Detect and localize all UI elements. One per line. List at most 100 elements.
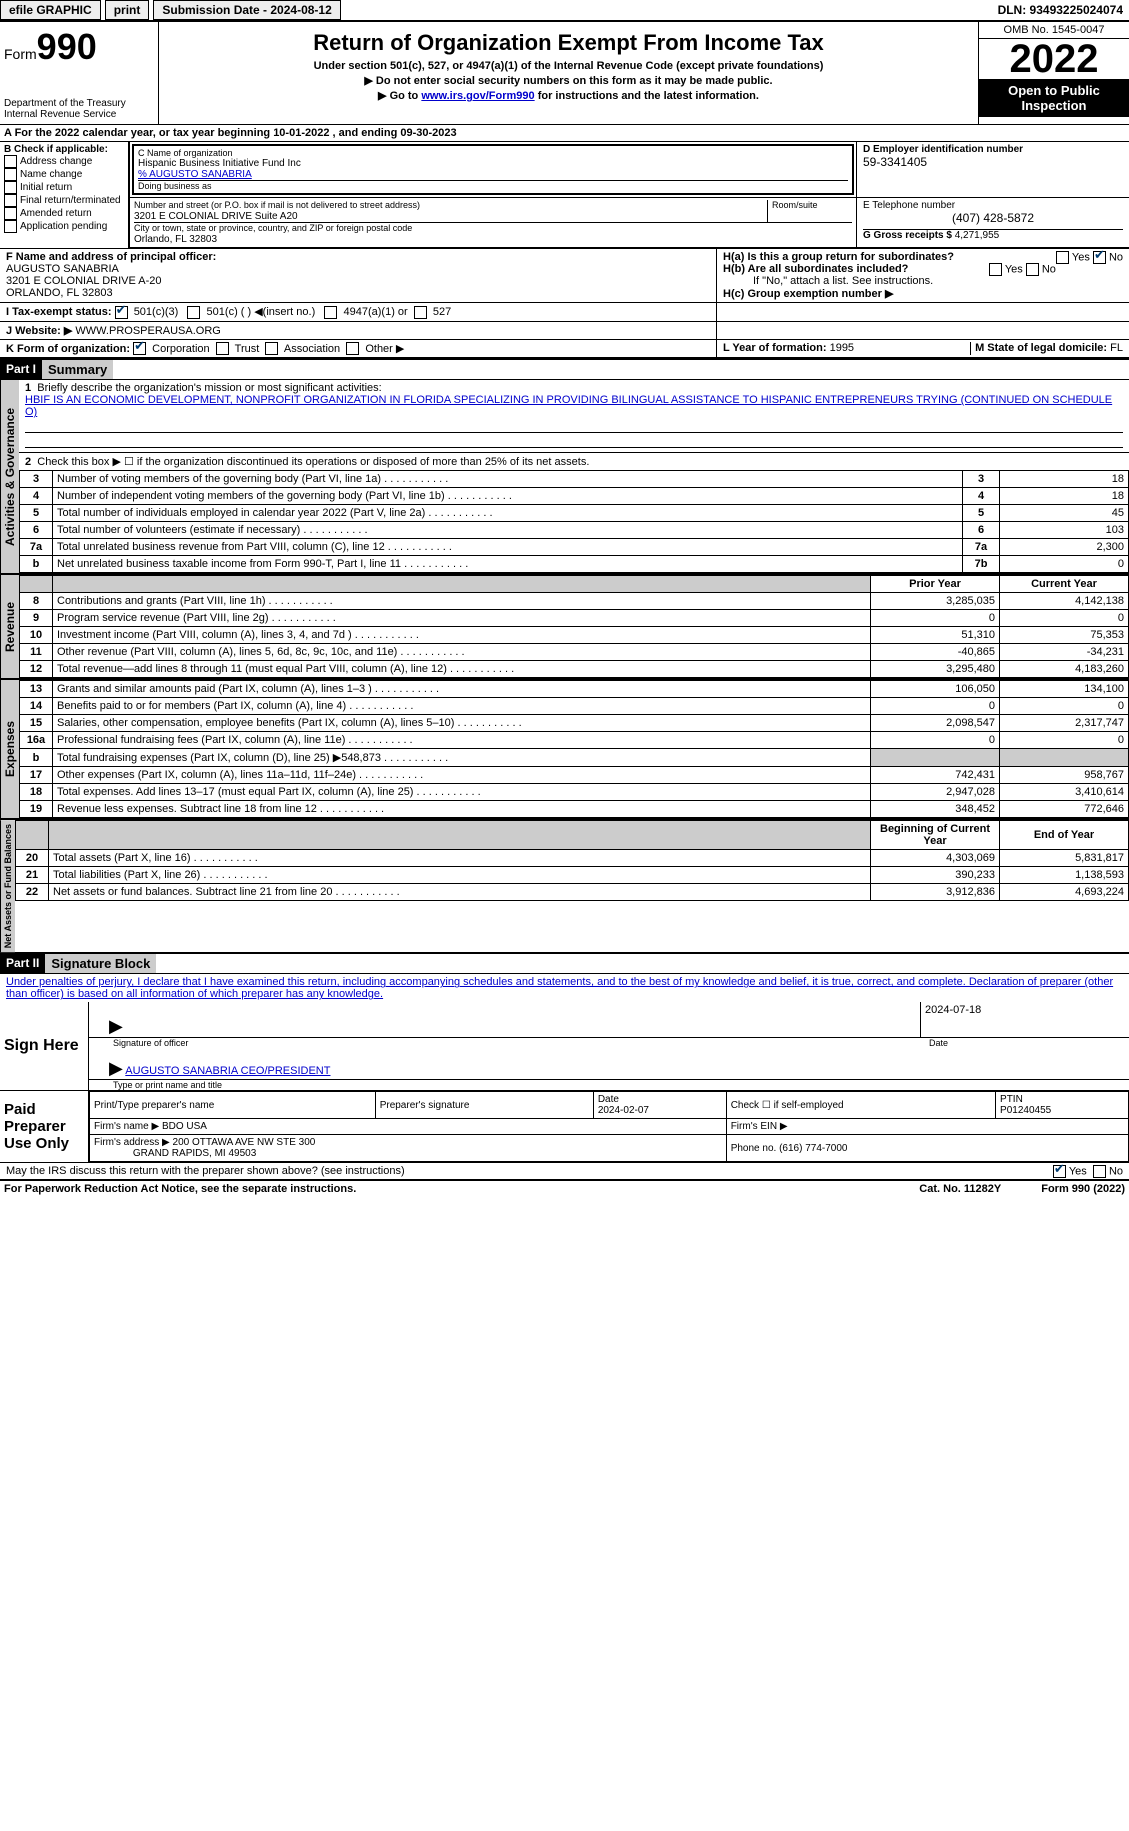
form-label: Form bbox=[4, 46, 37, 62]
expenses-table: 13Grants and similar amounts paid (Part … bbox=[19, 680, 1129, 818]
city-state-zip: Orlando, FL 32803 bbox=[134, 234, 217, 245]
checkbox-501c3[interactable] bbox=[115, 306, 128, 319]
ein-value: 59-3341405 bbox=[863, 155, 1123, 169]
yes-label: Yes bbox=[1072, 251, 1090, 263]
dept-label: Department of the Treasury Internal Reve… bbox=[4, 98, 154, 120]
box-b-item: Amended return bbox=[20, 208, 92, 219]
no-label: No bbox=[1042, 263, 1056, 275]
box-b-item: Address change bbox=[20, 156, 92, 167]
prep-date-label: Date bbox=[598, 1094, 619, 1105]
netassets-table: Beginning of Current YearEnd of Year20To… bbox=[15, 820, 1129, 901]
line-j-label: J Website: ▶ bbox=[6, 325, 72, 337]
prep-name-label: Print/Type preparer's name bbox=[90, 1092, 376, 1119]
opt-assoc: Association bbox=[284, 343, 340, 355]
checkbox-501c[interactable] bbox=[187, 306, 200, 319]
phone-label: Phone no. bbox=[731, 1143, 777, 1154]
l2-text: Check this box ▶ ☐ if the organization d… bbox=[37, 456, 589, 468]
checkbox-app-pending[interactable] bbox=[4, 220, 17, 233]
checkbox-amended-return[interactable] bbox=[4, 207, 17, 220]
opt-4947: 4947(a)(1) or bbox=[344, 306, 408, 318]
checkbox-trust[interactable] bbox=[216, 342, 229, 355]
line-m-label: M State of legal domicile: bbox=[975, 342, 1107, 354]
vert-netassets: Net Assets or Fund Balances bbox=[0, 820, 15, 952]
efile-button[interactable]: efile GRAPHIC bbox=[0, 0, 101, 20]
year-formation: 1995 bbox=[830, 342, 854, 354]
checkbox-final-return[interactable] bbox=[4, 194, 17, 207]
subtitle-3-post: for instructions and the latest informat… bbox=[535, 90, 759, 102]
no-label: No bbox=[1109, 251, 1123, 263]
part2-title: Signature Block bbox=[45, 954, 156, 973]
vert-expenses: Expenses bbox=[0, 680, 19, 818]
opt-trust: Trust bbox=[235, 343, 260, 355]
topbar: efile GRAPHIC print Submission Date - 20… bbox=[0, 0, 1129, 22]
box-b-item: Final return/terminated bbox=[20, 195, 121, 206]
addr-label: Number and street (or P.O. box if mail i… bbox=[134, 200, 420, 210]
pra-notice: For Paperwork Reduction Act Notice, see … bbox=[4, 1183, 356, 1195]
room-label: Room/suite bbox=[767, 200, 852, 222]
checkbox-corp[interactable] bbox=[133, 342, 146, 355]
form-ref: Form 990 (2022) bbox=[1041, 1183, 1125, 1195]
firm-address: 200 OTTAWA AVE NW STE 300 bbox=[173, 1137, 316, 1148]
part1-header: Part I bbox=[0, 360, 42, 379]
phone-label: E Telephone number bbox=[863, 200, 1123, 211]
opt-501c: 501(c) ( ) ◀(insert no.) bbox=[207, 306, 316, 318]
opt-527: 527 bbox=[433, 306, 451, 318]
hc-label: H(c) Group exemption number ▶ bbox=[723, 288, 893, 300]
subtitle-1: Under section 501(c), 527, or 4947(a)(1)… bbox=[163, 60, 974, 72]
firm-phone: (616) 774-7000 bbox=[779, 1143, 847, 1154]
checkbox-assoc[interactable] bbox=[265, 342, 278, 355]
form-title: Return of Organization Exempt From Incom… bbox=[163, 30, 974, 56]
checkbox-other[interactable] bbox=[346, 342, 359, 355]
dln: DLN: 93493225024074 bbox=[998, 3, 1129, 17]
no-label: No bbox=[1109, 1166, 1123, 1178]
revenue-table: Prior YearCurrent Year8Contributions and… bbox=[19, 575, 1129, 678]
box-b-header: B Check if applicable: bbox=[4, 144, 124, 155]
checkbox-discuss-no[interactable] bbox=[1093, 1165, 1106, 1178]
checkbox-initial-return[interactable] bbox=[4, 181, 17, 194]
line-i-label: I Tax-exempt status: bbox=[6, 306, 112, 318]
l1-label: Briefly describe the organization's miss… bbox=[37, 382, 381, 394]
gross-receipts-value: 4,271,955 bbox=[955, 230, 1000, 241]
print-button[interactable]: print bbox=[105, 0, 150, 20]
officer-name: AUGUSTO SANABRIA bbox=[6, 263, 119, 275]
vert-governance: Activities & Governance bbox=[0, 380, 19, 573]
line-l-label: L Year of formation: bbox=[723, 342, 827, 354]
officer-name-label: Type or print name and title bbox=[89, 1080, 1129, 1090]
sign-here-label: Sign Here bbox=[0, 1002, 89, 1090]
subtitle-3-pre: ▶ Go to bbox=[378, 90, 421, 102]
name-label: C Name of organization bbox=[138, 148, 848, 158]
phone-value: (407) 428-5872 bbox=[863, 211, 1123, 225]
street-address: 3201 E COLONIAL DRIVE Suite A20 bbox=[134, 211, 298, 222]
checkbox-ha-yes[interactable] bbox=[1056, 251, 1069, 264]
preparer-table: Print/Type preparer's name Preparer's si… bbox=[89, 1091, 1129, 1162]
gross-receipts-label: G Gross receipts $ bbox=[863, 230, 952, 241]
irs-link[interactable]: www.irs.gov/Form990 bbox=[421, 90, 534, 102]
hb-label: H(b) Are all subordinates included? bbox=[723, 263, 908, 275]
prep-sig-label: Preparer's signature bbox=[375, 1092, 593, 1119]
mission-text: HBIF IS AN ECONOMIC DEVELOPMENT, NONPROF… bbox=[25, 394, 1112, 418]
firm-addr-label: Firm's address ▶ bbox=[94, 1137, 170, 1148]
care-of: % AUGUSTO SANABRIA bbox=[138, 169, 848, 180]
opt-corp: Corporation bbox=[152, 343, 209, 355]
checkbox-name-change[interactable] bbox=[4, 168, 17, 181]
form-number: 990 bbox=[37, 26, 97, 67]
date-label: Date bbox=[925, 1038, 1129, 1048]
checkbox-discuss-yes[interactable] bbox=[1053, 1165, 1066, 1178]
checkbox-4947[interactable] bbox=[324, 306, 337, 319]
sig-officer-label: Signature of officer bbox=[89, 1038, 925, 1048]
officer-addr2: ORLANDO, FL 32803 bbox=[6, 287, 113, 299]
checkbox-hb-no[interactable] bbox=[1026, 263, 1039, 276]
checkbox-address-change[interactable] bbox=[4, 155, 17, 168]
yes-label: Yes bbox=[1005, 263, 1023, 275]
ein-label: D Employer identification number bbox=[863, 144, 1123, 155]
self-employed: Check ☐ if self-employed bbox=[726, 1092, 995, 1119]
dba-label: Doing business as bbox=[138, 180, 848, 191]
governance-table: 3Number of voting members of the governi… bbox=[19, 470, 1129, 573]
form-header: Form990 Department of the Treasury Inter… bbox=[0, 22, 1129, 125]
submission-date: Submission Date - 2024-08-12 bbox=[153, 0, 340, 20]
checkbox-ha-no[interactable] bbox=[1093, 251, 1106, 264]
tax-year: 2022 bbox=[979, 39, 1129, 79]
checkbox-527[interactable] bbox=[414, 306, 427, 319]
domicile: FL bbox=[1110, 342, 1123, 354]
checkbox-hb-yes[interactable] bbox=[989, 263, 1002, 276]
